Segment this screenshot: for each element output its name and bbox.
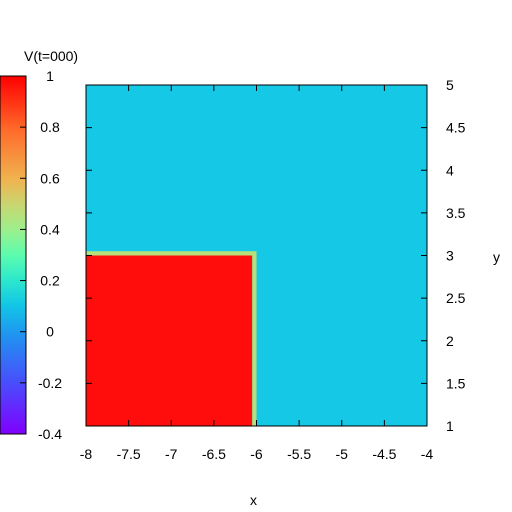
colorbar-tick-label: 0.6 [40, 170, 60, 186]
x-tick-label: -5 [336, 446, 349, 462]
plot-area [85, 84, 428, 427]
x-tick-label: -8 [80, 446, 93, 462]
y-axis-label: y [493, 249, 500, 265]
x-tick-label: -6.5 [202, 446, 226, 462]
y-tick-label: 4.5 [446, 120, 466, 136]
colorbar-tick-label: 0.4 [40, 221, 60, 237]
colorbar-tick-label: -0.4 [38, 426, 62, 442]
x-tick-label: -7 [165, 446, 178, 462]
colorbar-tick-label: 0.8 [40, 119, 60, 135]
x-tick-label: -4.5 [372, 446, 396, 462]
colorbar-gradient [0, 75, 27, 435]
x-tick-label: -5.5 [287, 446, 311, 462]
y-tick-label: 1 [446, 418, 454, 434]
x-tick-label: -6 [250, 446, 263, 462]
colorbar-tick-label: 0.2 [40, 273, 60, 289]
x-tick-label: -7.5 [117, 446, 141, 462]
y-tick-label: 3 [446, 248, 454, 264]
hot-region [86, 255, 253, 426]
y-tick-label: 1.5 [446, 375, 466, 391]
x-axis-label: x [250, 492, 257, 508]
colorbar-tick-label: -0.2 [38, 375, 62, 391]
y-tick-label: 5 [446, 77, 454, 93]
x-tick-label: -4 [421, 446, 434, 462]
colorbar: V(t=000) 1 0.8 0.6 0.4 0.2 0 -0.2 -0.4 [0, 48, 78, 442]
y-axis: 1 1.5 2 2.5 3 3.5 4 4.5 5 [86, 77, 466, 434]
y-tick-label: 3.5 [446, 205, 466, 221]
y-tick-label: 4 [446, 162, 454, 178]
field-regions [86, 251, 257, 426]
colorbar-tick-label: 1 [46, 68, 54, 84]
colorbar-ticks: 1 0.8 0.6 0.4 0.2 0 -0.2 -0.4 [20, 68, 62, 442]
x-axis: -8 -7.5 -7 -6.5 -6 -5.5 -5 -4.5 -4 [80, 85, 434, 462]
y-tick-label: 2.5 [446, 290, 466, 306]
colorbar-label: V(t=000) [24, 48, 78, 64]
colorbar-tick-label: 0 [46, 324, 54, 340]
y-tick-label: 2 [446, 333, 454, 349]
